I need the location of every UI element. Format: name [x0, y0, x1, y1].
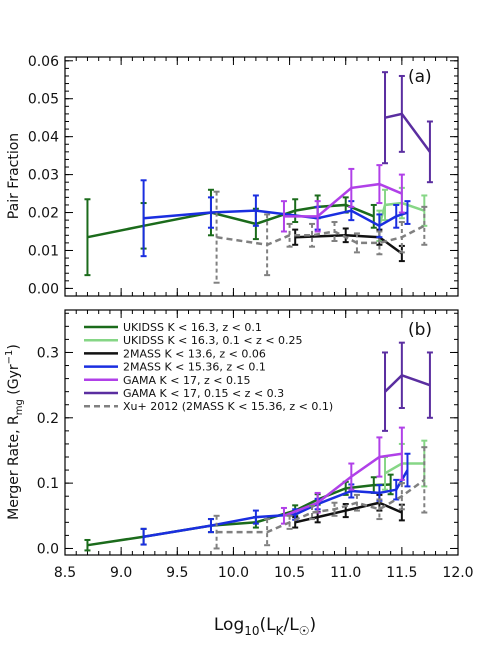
panel-b-y-axis-label: Merger Rate, Rmg (Gyr−1)	[4, 344, 25, 520]
panel-a-series	[84, 71, 433, 284]
x-tick-label: 9.0	[110, 565, 132, 581]
series-line	[384, 462, 425, 475]
y-tick-label: 0.0	[37, 541, 59, 557]
series-twomass_b	[140, 452, 411, 546]
series-gama_a	[280, 426, 405, 525]
x-tick-label: 11.5	[386, 565, 417, 581]
panel-a-label: (a)	[408, 67, 432, 87]
panel-a-frame	[64, 56, 459, 297]
x-tick-label: 9.5	[166, 565, 188, 581]
legend-label: UKIDSS K < 16.3, z < 0.1	[123, 321, 262, 334]
panel-b-label: (b)	[408, 320, 432, 340]
legend-label: 2MASS K < 15.36, z < 0.1	[123, 361, 266, 374]
y-tick-label: 0.3	[37, 345, 59, 361]
series-line	[384, 373, 431, 393]
series-line	[143, 469, 409, 538]
y-tick-label: 0.02	[28, 206, 59, 222]
series-twomass_a	[292, 227, 405, 263]
series-twomass_a	[292, 493, 405, 529]
series-line	[216, 478, 426, 534]
series-xu	[213, 446, 428, 550]
y-tick-label: 0.04	[28, 130, 59, 146]
panel-b-x-ticks: 8.5 9.0 9.5 10.0 10.5 11.0 11.5 12.0	[54, 310, 474, 581]
series-line	[87, 203, 375, 239]
panel-b-series	[84, 341, 433, 552]
panel-a-y-axis-label: Pair Fraction	[6, 133, 22, 219]
legend-label: GAMA K < 17, 0.15 < z < 0.3	[123, 387, 284, 400]
y-tick-label: 0.06	[28, 54, 59, 70]
series-gama_b	[382, 341, 433, 432]
x-tick-label: 8.5	[54, 565, 76, 581]
y-tick-label: 0.00	[28, 281, 59, 297]
panel-b-frame	[64, 309, 459, 556]
series-gama_b	[382, 71, 433, 184]
series-line	[295, 234, 403, 255]
panel-b: 0.0 0.1 0.2 0.3 8.5 9.0 9.5 10.0 10.5 11.0 11.5 12…	[4, 309, 474, 638]
y-tick-label: 0.2	[37, 411, 59, 427]
legend-label: GAMA K < 17, z < 0.15	[123, 374, 250, 387]
x-tick-label: 10.0	[218, 565, 249, 581]
y-tick-label: 0.1	[37, 476, 59, 492]
y-tick-label: 0.01	[28, 243, 59, 259]
legend-label: Xu+ 2012 (2MASS K < 15.36, z < 0.1)	[123, 400, 333, 413]
panel-b-y-ticks: 0.0 0.1 0.2 0.3	[37, 312, 458, 557]
y-tick-label: 0.05	[28, 92, 59, 108]
series-ukidss_a	[84, 473, 394, 552]
x-axis-label: Log10(LK/L☉)	[214, 615, 316, 638]
x-tick-label: 12.0	[442, 565, 473, 581]
x-tick-label: 11.0	[330, 565, 361, 581]
legend-label: UKIDSS K < 16.3, 0.1 < z < 0.25	[123, 334, 303, 347]
series-xu	[213, 190, 428, 284]
series-line	[143, 209, 408, 228]
series-twomass_b	[140, 179, 411, 258]
panel-a-x-ticks	[64, 57, 459, 296]
panel-a: 0.00 0.01 0.02 0.03 0.04 0.05 0.06 (a) Pair Fr…	[6, 54, 459, 297]
legend-label: 2MASS K < 13.6, z < 0.06	[123, 347, 266, 360]
series-gama_a	[280, 164, 405, 233]
panel-a-y-ticks: 0.00 0.01 0.02 0.03 0.04 0.05 0.06	[28, 54, 458, 297]
series-line	[384, 112, 431, 153]
y-tick-label: 0.03	[28, 168, 59, 184]
x-tick-label: 10.5	[274, 565, 305, 581]
